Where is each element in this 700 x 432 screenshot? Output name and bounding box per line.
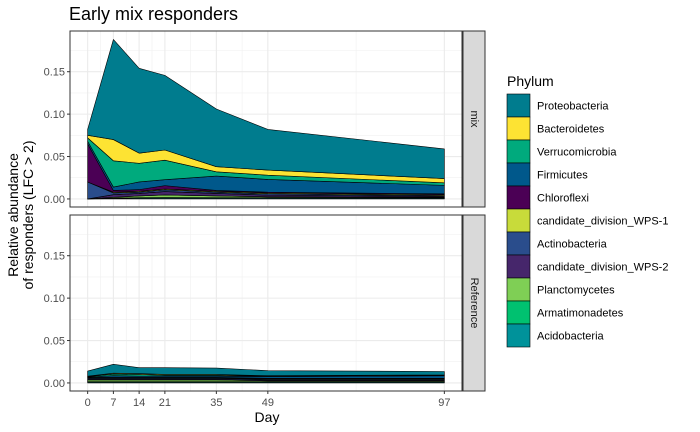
legend-label: Armatimonadetes — [537, 308, 624, 320]
panels: 0.00 0.05 0.10 0.15 mix 0.00 0.05 0.10 0.15 Refer… — [44, 30, 486, 392]
y-tick-label: 0.05 — [44, 336, 65, 348]
x-tick-label: 14 — [133, 397, 145, 409]
legend-label: Chloroflexi — [537, 193, 589, 205]
legend-key — [506, 116, 531, 141]
y-axis-title-line-1: Relative abundance — [5, 153, 21, 277]
y-axis-title-line-2: of responders (LFC > 2) — [20, 140, 36, 289]
y-tick-label: 0.00 — [44, 378, 65, 390]
x-tick-label: 0 — [85, 397, 91, 409]
x-axis-title: Day — [255, 409, 280, 425]
legend-key — [506, 139, 531, 164]
x-axis: 0 7 14 21 35 49 97 — [85, 391, 450, 409]
area-proteobacteria — [87, 39, 445, 179]
legend-key — [506, 231, 531, 256]
y-tick-label: 0.05 — [44, 152, 65, 164]
x-tick-label: 49 — [262, 397, 274, 409]
area-proteobacteria — [87, 363, 445, 377]
y-tick-label: 0.15 — [44, 251, 65, 263]
legend-key — [506, 208, 531, 233]
x-tick-label: 35 — [210, 397, 222, 409]
y-tick-label: 0.00 — [44, 194, 65, 206]
y-tick-label: 0.10 — [44, 293, 65, 305]
legend-label: Bacteroidetes — [537, 124, 605, 136]
legend-label: Proteobacteria — [537, 101, 609, 113]
panel-background — [70, 215, 462, 391]
x-tick-label: 97 — [438, 397, 450, 409]
legend-key — [506, 323, 531, 348]
y-tick-label: 0.15 — [44, 67, 65, 79]
legend-key — [506, 162, 531, 187]
legend-label: candidate_division_WPS-1 — [537, 216, 668, 228]
legend-label: Firmicutes — [537, 170, 588, 182]
legend: Phylum Proteobacteria Bacteroidetes Verruc… — [506, 73, 668, 348]
legend-key — [506, 185, 531, 210]
legend-label: Verrucomicrobia — [537, 147, 617, 159]
x-tick-label: 7 — [110, 397, 116, 409]
facet-strip-label: mix — [468, 110, 480, 128]
x-tick-label: 21 — [159, 397, 171, 409]
panel-border — [69, 30, 463, 208]
legend-title: Phylum — [507, 73, 554, 89]
facet-strip-label: Reference — [468, 278, 480, 329]
chart-title: Early mix responders — [69, 4, 238, 24]
legend-label: Actinobacteria — [537, 239, 608, 251]
legend-key — [506, 300, 531, 325]
y-axis-title: Relative abundance of responders (LFC > … — [5, 140, 36, 289]
legend-label: Planctomycetes — [537, 285, 615, 297]
legend-key — [506, 277, 531, 302]
panel-mix: 0.00 0.05 0.10 0.15 mix — [44, 30, 486, 208]
panel-border — [69, 214, 463, 392]
y-tick-label: 0.10 — [44, 109, 65, 121]
panel-reference: 0.00 0.05 0.10 0.15 Reference — [44, 214, 486, 392]
legend-key — [506, 254, 531, 279]
facet-strip — [462, 214, 486, 392]
facet-strip — [462, 30, 486, 208]
legend-key — [506, 93, 531, 118]
legend-label: candidate_division_WPS-2 — [537, 262, 668, 274]
legend-label: Acidobacteria — [537, 331, 605, 343]
